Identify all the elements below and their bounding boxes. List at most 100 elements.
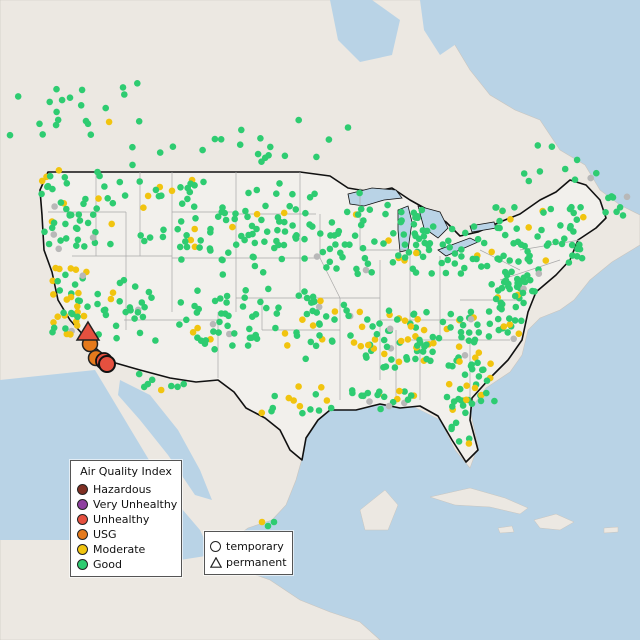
site-marker[interactable] <box>371 336 379 343</box>
site-marker[interactable] <box>404 396 412 404</box>
site-marker[interactable] <box>46 98 53 106</box>
site-marker[interactable] <box>189 329 197 336</box>
site-marker[interactable] <box>145 288 153 296</box>
site-marker[interactable] <box>565 259 573 266</box>
site-marker[interactable] <box>478 263 485 270</box>
site-marker[interactable] <box>183 243 191 251</box>
site-marker[interactable] <box>545 240 552 247</box>
site-marker[interactable] <box>511 204 518 211</box>
site-marker[interactable] <box>80 312 88 320</box>
site-marker[interactable] <box>273 237 280 245</box>
site-marker[interactable] <box>63 296 71 303</box>
site-marker[interactable] <box>77 102 85 109</box>
site-marker[interactable] <box>452 419 460 427</box>
site-marker[interactable] <box>380 240 387 247</box>
site-marker[interactable] <box>571 176 579 183</box>
site-marker[interactable] <box>480 239 488 247</box>
site-marker[interactable] <box>343 208 351 216</box>
site-marker[interactable] <box>231 215 238 223</box>
site-marker[interactable] <box>91 239 99 247</box>
site-marker[interactable] <box>107 295 115 303</box>
site-marker[interactable] <box>593 169 600 177</box>
site-marker[interactable] <box>176 321 183 328</box>
site-marker[interactable] <box>139 313 147 321</box>
site-marker[interactable] <box>542 257 550 264</box>
site-marker[interactable] <box>535 270 543 278</box>
site-marker[interactable] <box>66 212 73 219</box>
site-marker[interactable] <box>351 232 359 239</box>
site-marker[interactable] <box>309 293 317 301</box>
site-marker[interactable] <box>184 195 191 203</box>
site-marker[interactable] <box>313 253 321 260</box>
site-marker[interactable] <box>576 241 583 248</box>
site-marker[interactable] <box>366 398 373 405</box>
site-marker[interactable] <box>578 254 586 262</box>
site-marker[interactable] <box>268 407 275 415</box>
site-marker[interactable] <box>613 208 620 216</box>
site-marker[interactable] <box>178 200 186 207</box>
site-marker[interactable] <box>160 226 167 234</box>
site-marker[interactable] <box>306 221 313 228</box>
site-marker[interactable] <box>232 241 240 248</box>
site-marker[interactable] <box>570 209 577 217</box>
site-marker[interactable] <box>470 338 478 346</box>
site-marker[interactable] <box>397 218 405 226</box>
site-marker[interactable] <box>547 205 555 213</box>
site-marker[interactable] <box>322 313 330 320</box>
site-marker[interactable] <box>72 266 80 274</box>
site-marker[interactable] <box>303 294 311 302</box>
site-marker[interactable] <box>262 202 269 210</box>
site-marker[interactable] <box>327 232 334 239</box>
site-marker[interactable] <box>281 330 289 337</box>
site-marker[interactable] <box>331 308 339 315</box>
site-marker[interactable] <box>178 256 185 263</box>
site-marker[interactable] <box>244 213 251 221</box>
site-marker[interactable] <box>540 209 547 216</box>
site-marker[interactable] <box>461 264 468 272</box>
site-marker[interactable] <box>168 187 176 195</box>
site-marker[interactable] <box>456 358 463 365</box>
site-marker[interactable] <box>246 325 253 333</box>
site-marker[interactable] <box>398 208 405 216</box>
site-marker[interactable] <box>215 329 222 336</box>
site-marker[interactable] <box>84 303 91 311</box>
site-marker[interactable] <box>557 222 564 229</box>
site-marker[interactable] <box>177 218 185 225</box>
site-marker[interactable] <box>469 255 477 263</box>
site-marker[interactable] <box>344 124 352 131</box>
site-marker[interactable] <box>401 241 409 248</box>
site-marker[interactable] <box>152 186 160 194</box>
site-marker[interactable] <box>219 271 227 278</box>
site-marker[interactable] <box>519 289 527 297</box>
site-marker[interactable] <box>44 183 51 191</box>
site-marker[interactable] <box>299 316 306 324</box>
site-marker[interactable] <box>467 308 475 316</box>
site-marker[interactable] <box>374 391 381 399</box>
site-marker[interactable] <box>94 300 101 308</box>
site-marker[interactable] <box>363 354 370 361</box>
site-marker[interactable] <box>239 303 247 310</box>
site-marker[interactable] <box>359 244 367 252</box>
site-marker[interactable] <box>412 241 420 249</box>
site-marker[interactable] <box>136 178 143 185</box>
site-marker[interactable] <box>570 228 577 235</box>
site-marker[interactable] <box>135 118 143 125</box>
site-marker[interactable] <box>403 354 410 361</box>
site-marker[interactable] <box>231 330 238 337</box>
site-marker[interactable] <box>327 404 335 412</box>
site-marker[interactable] <box>216 318 223 326</box>
site-marker[interactable] <box>520 299 527 307</box>
site-marker[interactable] <box>451 260 459 267</box>
site-marker[interactable] <box>455 343 463 351</box>
site-marker[interactable] <box>416 339 424 347</box>
site-marker[interactable] <box>108 220 115 228</box>
site-marker[interactable] <box>377 405 384 413</box>
site-marker[interactable] <box>259 269 267 276</box>
site-marker[interactable] <box>50 319 57 326</box>
site-marker[interactable] <box>302 209 309 217</box>
site-marker[interactable] <box>506 257 513 264</box>
site-marker[interactable] <box>116 178 124 186</box>
site-marker[interactable] <box>357 205 365 213</box>
site-marker[interactable] <box>369 323 376 330</box>
site-marker[interactable] <box>301 288 308 295</box>
